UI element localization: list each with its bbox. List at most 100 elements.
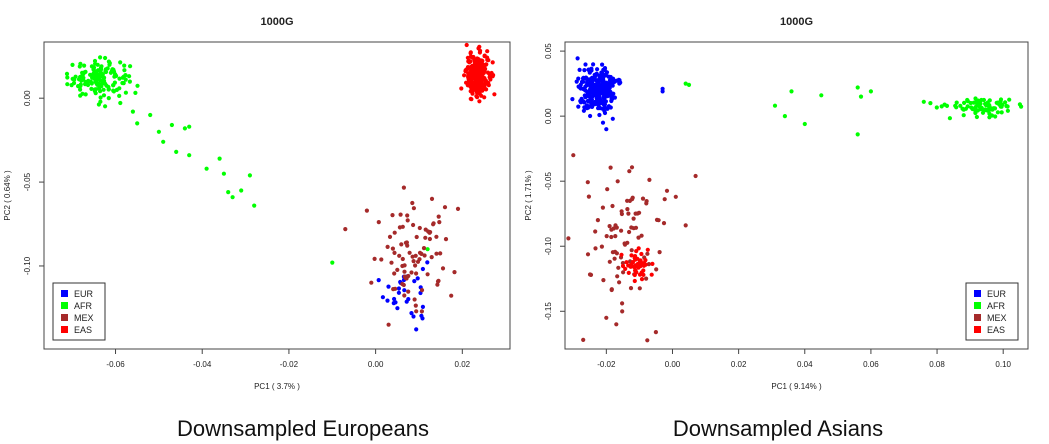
point-mex — [442, 205, 448, 210]
point-eur — [595, 67, 600, 72]
point-eas — [636, 246, 641, 251]
point-eur — [415, 276, 420, 281]
point-eas — [478, 59, 483, 64]
y-tick-label: -0.15 — [544, 302, 553, 321]
point-mex — [586, 194, 592, 199]
point-mex — [653, 330, 659, 335]
point-mex — [419, 309, 424, 314]
legend: EUR AFR MEX EAS — [965, 282, 1019, 341]
legend-swatch-eas — [974, 326, 981, 333]
point-afr — [85, 80, 90, 85]
point-afr — [995, 110, 1001, 115]
point-eas — [459, 86, 464, 91]
point-mex — [414, 309, 419, 314]
point-eas — [492, 92, 497, 97]
y-tick-label: -0.05 — [544, 172, 553, 191]
point-afr — [117, 86, 122, 91]
point-mex — [407, 250, 412, 255]
point-afr — [991, 106, 996, 111]
point-afr — [89, 81, 94, 86]
point-eur — [576, 76, 581, 81]
point-mex — [599, 244, 605, 249]
point-afr — [133, 90, 138, 95]
point-mex — [429, 255, 434, 260]
point-eur — [586, 99, 591, 104]
point-mex — [386, 322, 391, 327]
x-tick-label: 0.04 — [797, 360, 813, 369]
point-eas — [649, 272, 654, 277]
point-afr — [91, 67, 96, 72]
point-afr — [111, 89, 116, 94]
point-mex — [664, 188, 670, 193]
point-mex — [617, 280, 622, 285]
point-afr — [123, 90, 128, 95]
point-mex — [593, 229, 598, 234]
point-eur — [609, 91, 614, 97]
point-mex — [429, 196, 435, 201]
point-eur — [402, 288, 407, 293]
x-tick-label: 0.10 — [995, 360, 1011, 369]
plot-frame — [43, 41, 511, 350]
point-mex — [411, 206, 416, 211]
point-eur — [599, 89, 604, 94]
point-mex — [600, 205, 606, 210]
point-afr — [92, 87, 97, 92]
point-afr — [998, 97, 1004, 102]
point-eur — [396, 286, 401, 291]
point-eas — [473, 87, 478, 92]
point-afr — [999, 110, 1004, 115]
point-mex — [604, 315, 609, 320]
point-mex — [608, 165, 613, 170]
point-mex — [402, 293, 407, 298]
point-mex — [629, 248, 634, 253]
legend-swatch-afr — [61, 302, 68, 309]
point-mex — [585, 180, 590, 185]
point-eur — [588, 80, 593, 85]
point-afr — [161, 139, 166, 144]
point-afr — [65, 82, 70, 87]
point-mex — [613, 223, 618, 228]
point-eas — [479, 93, 484, 98]
point-eur — [587, 104, 592, 109]
point-mex — [410, 200, 415, 206]
point-eur — [589, 97, 595, 102]
point-mex — [644, 199, 649, 204]
point-mex — [400, 256, 405, 262]
point-mex — [401, 185, 406, 190]
point-eas — [473, 79, 478, 85]
point-mex — [401, 282, 406, 288]
point-afr — [98, 78, 103, 83]
point-afr — [921, 99, 926, 104]
point-afr — [1007, 97, 1012, 102]
point-mex — [387, 234, 393, 239]
point-afr — [802, 121, 807, 127]
point-afr — [89, 64, 94, 69]
point-eas — [469, 74, 474, 79]
point-mex — [601, 278, 606, 283]
point-mex — [421, 246, 427, 251]
point-eas — [643, 262, 648, 267]
point-afr — [123, 77, 128, 82]
point-eur — [582, 105, 587, 110]
point-mex — [434, 234, 439, 239]
point-afr — [1003, 100, 1008, 105]
point-eas — [485, 49, 490, 54]
point-eas — [645, 247, 650, 252]
point-eas — [483, 66, 488, 71]
point-mex — [646, 262, 652, 267]
point-mex — [406, 289, 411, 294]
point-eur — [386, 284, 391, 289]
point-afr — [127, 74, 132, 79]
point-eas — [468, 68, 474, 73]
point-mex — [397, 253, 402, 258]
point-mex — [402, 263, 407, 268]
point-afr — [965, 99, 970, 104]
point-afr — [855, 132, 860, 137]
point-mex — [364, 208, 369, 213]
point-mex — [631, 216, 636, 221]
point-afr — [789, 89, 794, 94]
point-mex — [614, 251, 620, 256]
point-eur — [380, 295, 385, 300]
point-afr — [82, 63, 87, 68]
point-eur — [420, 266, 425, 272]
